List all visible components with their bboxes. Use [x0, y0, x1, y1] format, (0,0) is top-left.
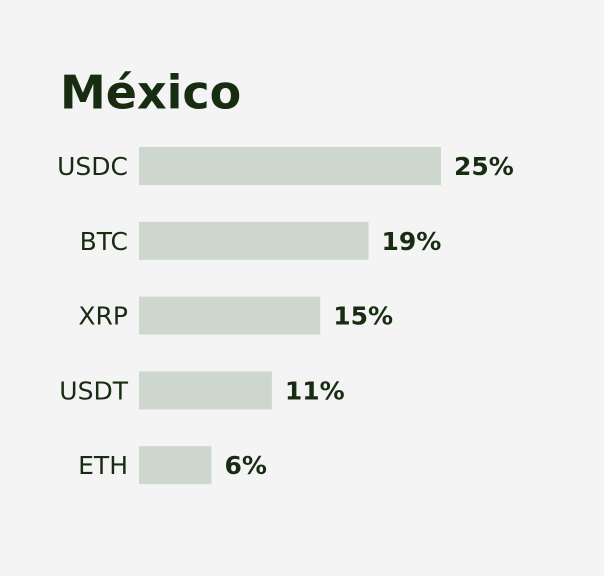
value-label: 11% — [285, 376, 345, 405]
category-label: XRP — [78, 302, 128, 331]
bar — [139, 147, 441, 185]
bar — [139, 371, 272, 410]
category-label: BTC — [80, 227, 128, 256]
category-label: USDC — [57, 152, 128, 181]
value-label: 19% — [382, 227, 442, 256]
bar — [139, 296, 321, 335]
bar — [139, 446, 212, 485]
category-label: ETH — [78, 451, 128, 480]
value-label: 15% — [333, 302, 393, 331]
chart-title: México — [60, 66, 241, 120]
value-label: 25% — [454, 152, 514, 181]
value-label: 6% — [224, 451, 266, 480]
bar — [139, 221, 369, 260]
category-label: USDT — [59, 376, 128, 405]
